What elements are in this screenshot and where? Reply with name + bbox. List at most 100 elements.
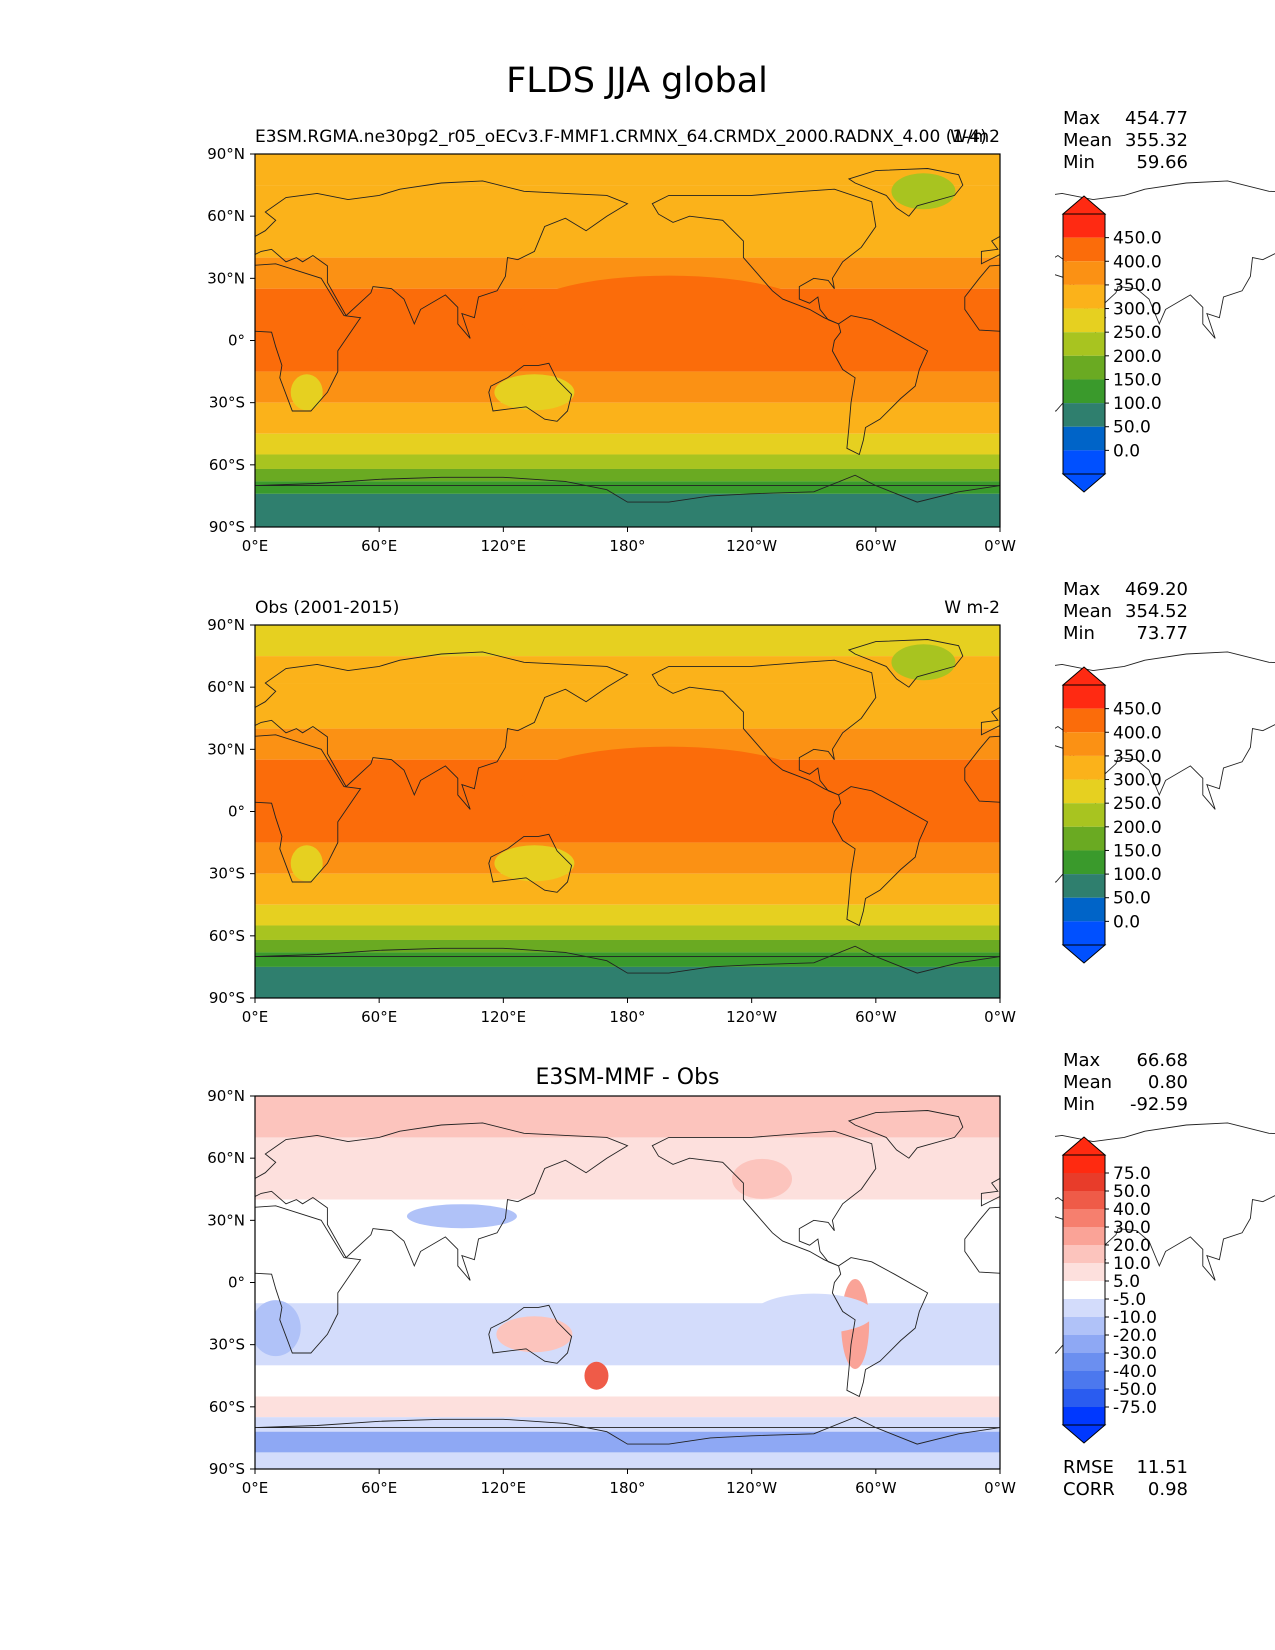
colorbar-label: 250.0 [1113, 794, 1162, 814]
lon-tick-label: 120°W [726, 537, 777, 555]
colorbar-segment [1063, 1245, 1105, 1263]
coastline [488, 833, 573, 893]
panel-left-title: Obs (2001-2015) [255, 598, 399, 618]
field-blob [494, 845, 575, 882]
lat-tick-label: 60°S [209, 456, 245, 474]
colorbar-label: 100.0 [1113, 394, 1162, 414]
field-band [255, 1303, 1000, 1366]
colorbar-label: 300.0 [1113, 771, 1162, 791]
colorbar-label: 350.0 [1113, 276, 1162, 296]
field-blob [496, 1316, 573, 1353]
lon-tick-label: 60°E [361, 537, 397, 555]
field-blob [584, 1361, 609, 1390]
stat-value: 355.32 [1125, 130, 1188, 151]
colorbar-label: -5.0 [1113, 1290, 1146, 1310]
colorbar-label: 5.0 [1113, 1272, 1140, 1292]
field-band [255, 493, 1000, 527]
colorbar-label: 100.0 [1113, 865, 1162, 885]
colorbar-label: 400.0 [1113, 723, 1162, 743]
lon-tick-label: 0°E [242, 1479, 269, 1497]
lat-tick-label: 30°N [207, 1211, 245, 1229]
stat-label: Min [1063, 623, 1095, 644]
coastline [847, 1110, 964, 1159]
colorbar-segment [1063, 708, 1105, 733]
coastline [235, 651, 629, 810]
colorbar-segment [1063, 1407, 1105, 1425]
colorbar-segment [1063, 755, 1105, 780]
colorbar-label: 400.0 [1113, 252, 1162, 272]
colorbar-segment [1063, 826, 1105, 851]
coastline [651, 188, 877, 325]
lat-tick-label: 60°N [207, 678, 245, 696]
coastline [651, 659, 877, 796]
lon-tick-label: 0°W [984, 537, 1016, 555]
map-area [219, 154, 1275, 527]
stat-value: 0.80 [1148, 1072, 1188, 1093]
field-band [255, 904, 1000, 926]
colorbar-frame [1062, 684, 1106, 946]
colorbar-label: -30.0 [1113, 1344, 1157, 1364]
stat-label: Mean [1063, 1072, 1112, 1093]
colorbar-label: 50.0 [1113, 418, 1151, 438]
mask [0, 595, 255, 1028]
colorbar-label: 450.0 [1113, 229, 1162, 249]
field-band [255, 154, 1000, 186]
field-blob [290, 845, 323, 882]
colorbar-segment [1063, 1299, 1105, 1317]
field-band [255, 1452, 1000, 1469]
stat-value: 454.77 [1125, 108, 1188, 129]
colorbar-label: 0.0 [1113, 441, 1140, 461]
lat-tick-label: 60°N [207, 207, 245, 225]
coastline [847, 168, 964, 217]
colorbar: 450.0 400.0 350.0 300.0 250.0 200.0 150.0 100.0… [1061, 666, 1162, 964]
mask [0, 1066, 255, 1499]
colorbar-segment [1063, 450, 1105, 474]
field-band [255, 433, 1000, 455]
colorbar-segment [1063, 779, 1105, 804]
coastline [831, 786, 929, 927]
extra-stat-label: RMSE [1063, 1457, 1114, 1478]
panel-model: 90°N 60°N 30°N 0° 30°S 60°S 90°S0°E 60°E 120°E 18… [0, 108, 1275, 557]
lat-tick-label: 90°N [207, 145, 245, 163]
colorbar-label: 300.0 [1113, 300, 1162, 320]
colorbar-segment [1063, 1317, 1105, 1335]
colorbar-label: 40.0 [1113, 1200, 1151, 1220]
field-band [255, 468, 1000, 482]
extra-stat-value: 0.98 [1148, 1479, 1188, 1500]
lon-tick-label: 60°E [361, 1479, 397, 1497]
lat-tick-label: 0° [228, 803, 245, 821]
panel-units: W m-2 [944, 598, 1000, 618]
colorbar-segment [1063, 803, 1105, 827]
lon-tick-label: 60°W [855, 1479, 897, 1497]
colorbar-label: -50.0 [1113, 1380, 1157, 1400]
lon-tick-label: 120°W [726, 1008, 777, 1026]
lon-tick-label: 180° [609, 1479, 645, 1497]
colorbar-extend-min [1061, 473, 1107, 493]
colorbar-label: -10.0 [1113, 1308, 1157, 1328]
colorbar-segment [1063, 685, 1105, 709]
colorbar-label: -75.0 [1113, 1398, 1157, 1418]
field-band [255, 1396, 1000, 1418]
coastline [488, 362, 573, 422]
lat-tick-label: 30°S [209, 394, 245, 412]
field-blob [891, 173, 956, 210]
colorbar-segment [1063, 897, 1105, 922]
colorbar-label: 20.0 [1113, 1236, 1151, 1256]
field-blob [406, 1204, 517, 1229]
colorbar-segment [1063, 850, 1105, 875]
panel-diff: 90°N 60°N 30°N 0° 30°S 60°S 90°S0°E 60°E 120°E 18… [0, 1050, 1275, 1500]
figure-title: FLDS JJA global [506, 61, 768, 101]
coastline [235, 1122, 629, 1281]
panel-left-title: E3SM.RGMA.ne30pg2_r05_oECv3.F-MMF1.CRMNX… [255, 127, 987, 147]
colorbar-segment [1063, 1191, 1105, 1209]
lat-tick-label: 90°S [209, 518, 245, 536]
panel-units: W/m2 [950, 127, 1000, 147]
colorbar-segment [1063, 1155, 1105, 1173]
coastline [235, 180, 629, 339]
field-blob [518, 275, 819, 356]
field-band [255, 1272, 1000, 1304]
lat-tick-label: 30°S [209, 1336, 245, 1354]
lat-tick-label: 60°N [207, 1149, 245, 1167]
mask [1000, 595, 1055, 1028]
field-blob [351, 761, 532, 842]
